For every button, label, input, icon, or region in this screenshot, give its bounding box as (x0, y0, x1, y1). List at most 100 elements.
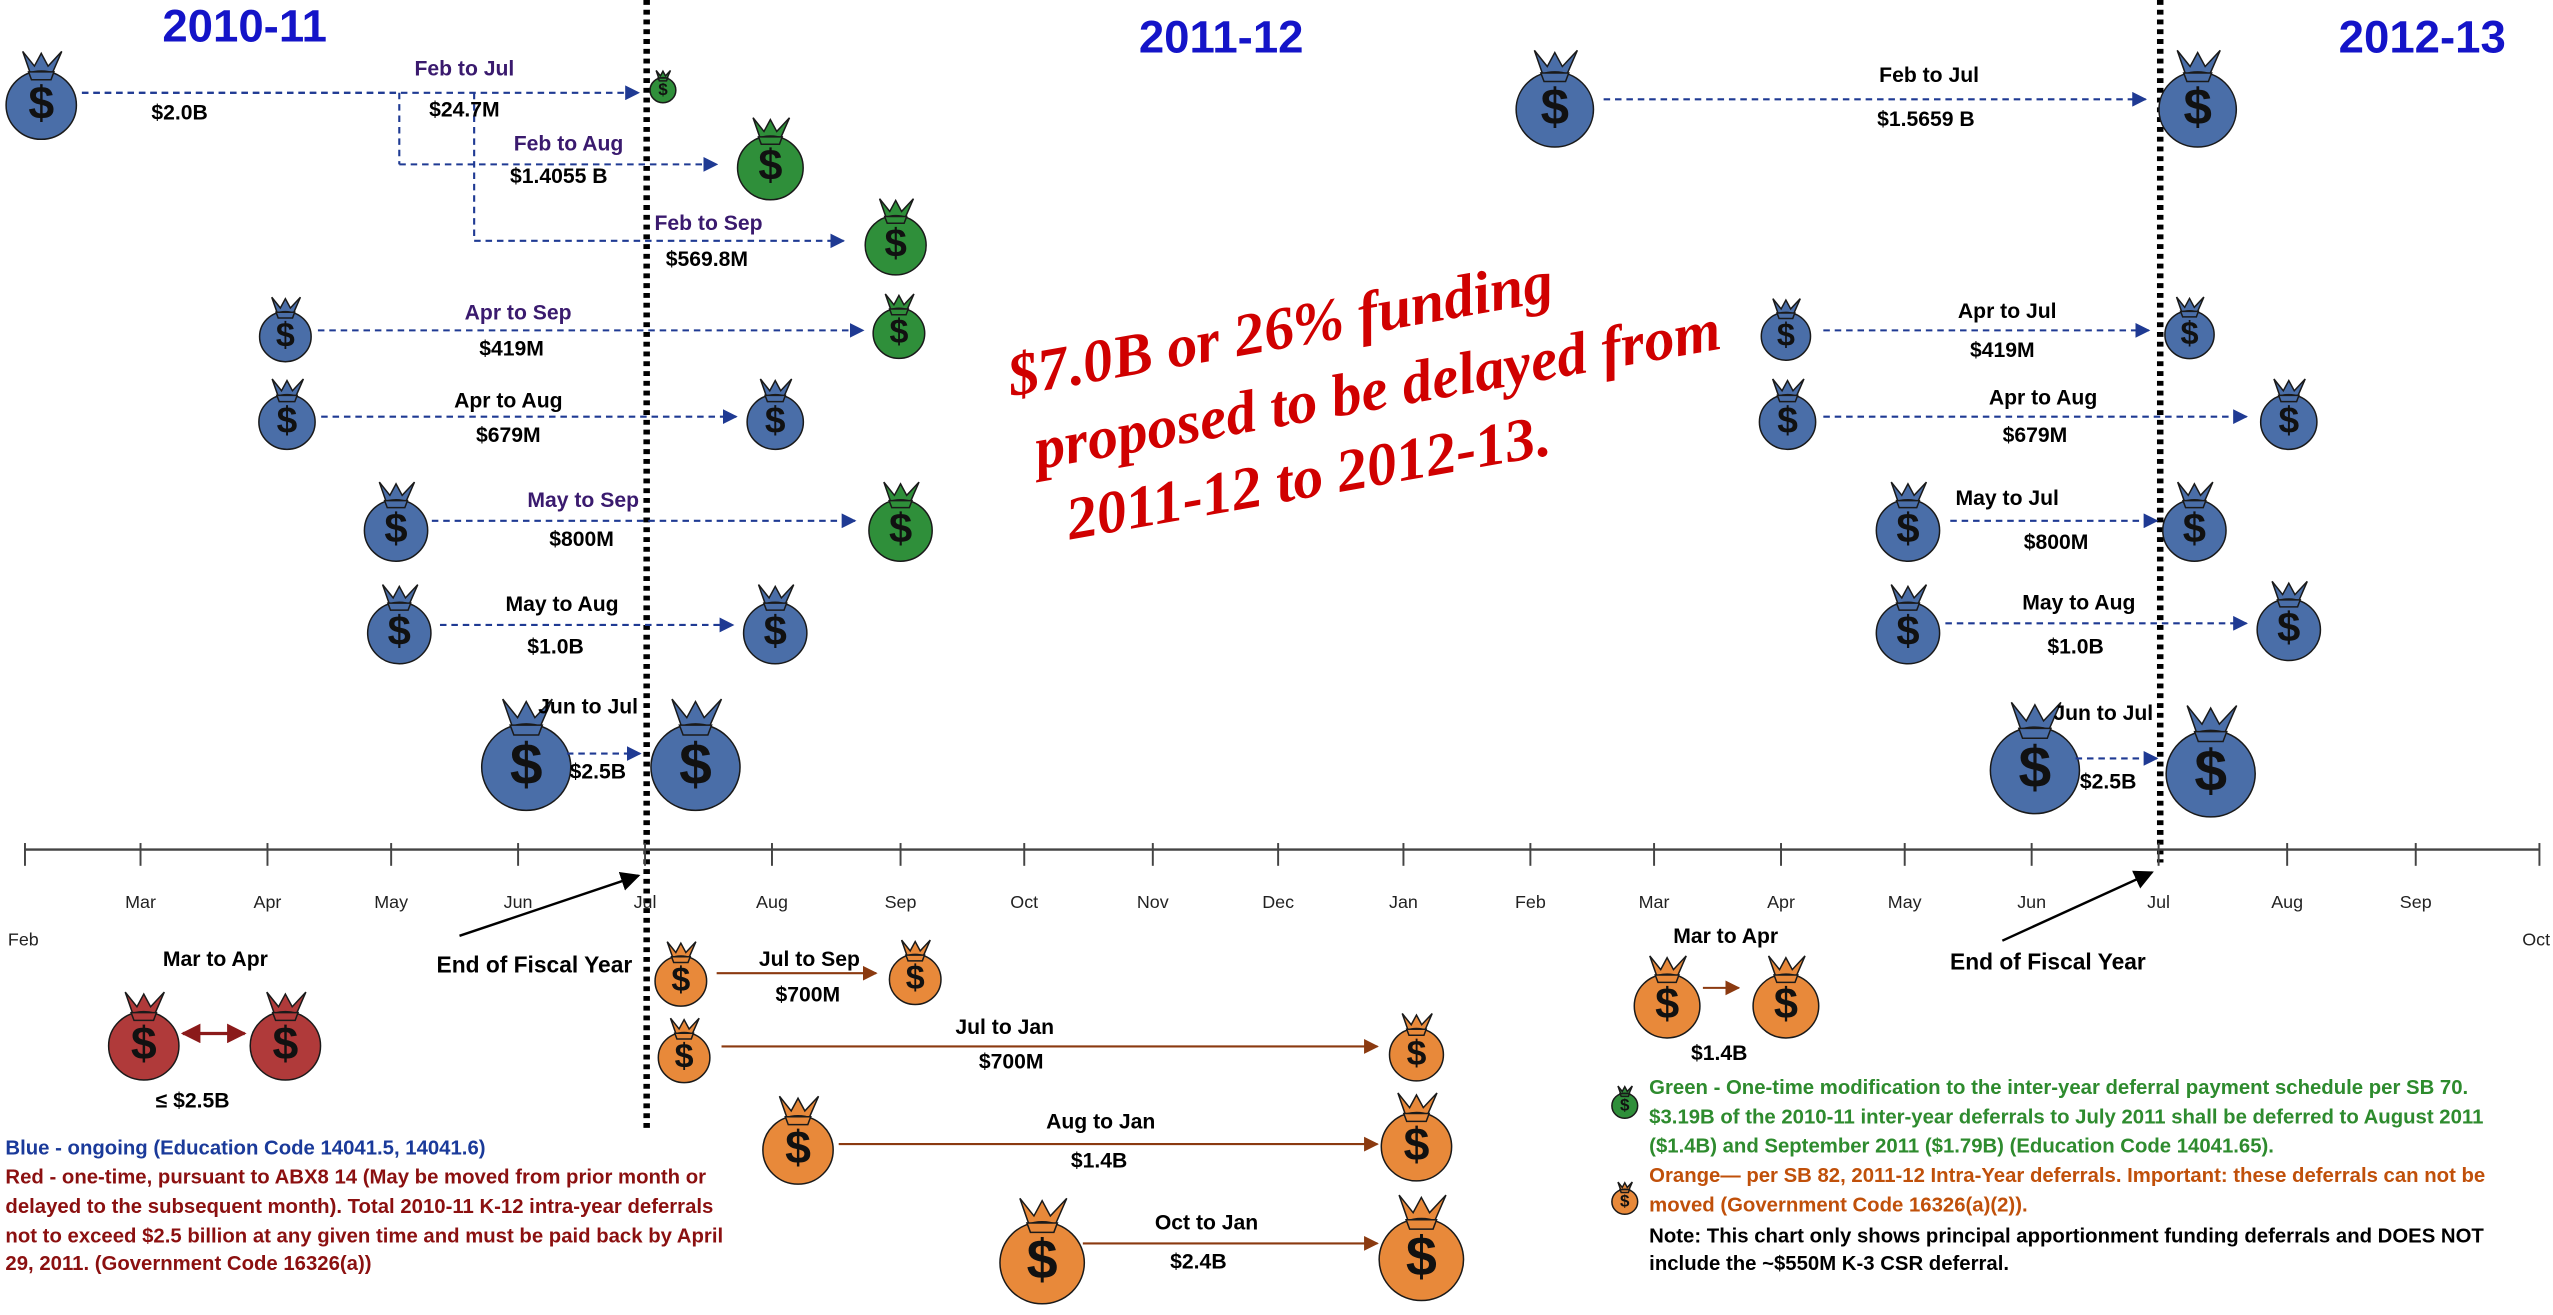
bag-symbol: $ (1620, 1192, 1630, 1211)
bag-symbol: $ (272, 1017, 298, 1069)
deferral-label: Jul to Jan (955, 1016, 1054, 1039)
deferral-label: May to Aug (505, 593, 618, 616)
bag-symbol: $ (1896, 504, 1919, 551)
money-bag: $ (865, 199, 926, 275)
fiscal-year-end: End of Fiscal Year (437, 952, 633, 978)
bag-symbol: $ (277, 399, 298, 441)
deferral-amount: $1.5659 B (1877, 108, 1975, 131)
money-bag: $ (1390, 1014, 1444, 1081)
money-bag: $ (744, 585, 807, 664)
bag-symbol: $ (1620, 1096, 1630, 1115)
money-bag: $ (1516, 50, 1593, 147)
deferral-label: May to Jul (1956, 487, 2059, 510)
deferral-amount: $1.4055 B (510, 165, 608, 188)
bag-symbol: $ (2180, 315, 2198, 351)
money-bag: $ (1761, 299, 1810, 361)
money-bag: $ (250, 992, 320, 1080)
money-bag: $ (2165, 297, 2214, 359)
deferral-amount: $700M (979, 1050, 1044, 1073)
bag-symbol: $ (2278, 399, 2299, 441)
bag-symbol: $ (384, 504, 407, 551)
bag-symbol: $ (765, 399, 786, 441)
deferral-amount: $24.7M (429, 98, 500, 121)
money-bag: $ (259, 379, 315, 449)
money-bag: $ (889, 940, 941, 1004)
month-label: Dec (1262, 892, 1294, 912)
deferral-label: Apr to Jul (1958, 300, 2057, 323)
money-bag: $ (738, 118, 804, 200)
month-label: Jun (2017, 892, 2046, 912)
money-bag: $ (368, 585, 431, 664)
money-bag: $ (1379, 1195, 1463, 1300)
bag-symbol: $ (1407, 1033, 1427, 1073)
note-red: delayed to the subsequent month). Total … (5, 1196, 713, 1218)
month-label: Apr (254, 892, 282, 912)
money-bag: $ (747, 379, 803, 449)
money-bag: $ (651, 699, 740, 810)
money-bag: $ (2166, 706, 2255, 817)
deferral-amount: $1.4B (1071, 1150, 1127, 1173)
fiscal-year-end: End of Fiscal Year (1950, 948, 2146, 974)
month-label: Jan (1389, 892, 1418, 912)
month-label: Feb (1515, 892, 1546, 912)
money-bag: $ (6, 51, 76, 139)
deferral-amount: $1.4B (1691, 1042, 1747, 1065)
bag-symbol: $ (675, 1037, 694, 1075)
deferral-amount: $419M (1970, 339, 2035, 362)
headline: $7.0B or 26% funding proposed to be dela… (1002, 221, 1739, 559)
month-label: Sep (2400, 892, 2432, 912)
deferral-amount: $800M (549, 528, 614, 551)
deferral-label: Oct to Jan (1155, 1211, 1258, 1234)
bag-symbol: $ (1406, 1225, 1437, 1287)
bag-symbol: $ (1404, 1118, 1430, 1170)
deferral-label: Feb to Sep (654, 212, 762, 235)
bag-symbol: $ (889, 504, 912, 551)
bag-symbol: $ (785, 1121, 811, 1173)
pointer (460, 876, 639, 936)
note-green: Green - One-time modification to the int… (1649, 1077, 2468, 1099)
money-bag: $ (1000, 1198, 1084, 1303)
bag-symbol: $ (510, 732, 543, 797)
bag-symbol: $ (2194, 738, 2227, 803)
month-label: Mar (125, 892, 156, 912)
money-bag: $ (1759, 379, 1815, 449)
deferral-label: Apr to Aug (1989, 386, 2097, 409)
bag-symbol: $ (2183, 504, 2206, 551)
red-amount: ≤ $2.5B (156, 1089, 230, 1112)
month-label: Aug (2271, 892, 2303, 912)
bag-symbol: $ (1777, 399, 1798, 441)
deferral-label: Jun to Jul (538, 696, 638, 719)
note-red: Red - one-time, pursuant to ABX8 14 (May… (5, 1167, 706, 1189)
note-green: ($1.4B) and September 2011 ($1.79B) (Edu… (1649, 1136, 2274, 1158)
bag-symbol: $ (2183, 78, 2211, 135)
source-amount: $2.0B (151, 102, 207, 125)
month-label: Mar (1639, 892, 1670, 912)
money-bag: $ (1381, 1093, 1451, 1181)
money-bag: $ (2261, 379, 2317, 449)
money-bag: $ (2257, 581, 2320, 660)
deferral-amount: $2.4B (1170, 1251, 1226, 1274)
bag-symbol: $ (2019, 735, 2052, 800)
note-text: include the ~$550M K-3 CSR deferral. (1649, 1253, 2009, 1275)
bag-symbol: $ (671, 961, 690, 999)
month-label: Jul (634, 892, 657, 912)
month-label: Aug (756, 892, 788, 912)
money-bag: $ (655, 942, 707, 1006)
note-red: not to exceed $2.5 billion at any given … (5, 1225, 723, 1247)
deferral-amount: $569.8M (666, 248, 748, 271)
year-label: 2011-12 (1139, 12, 1304, 63)
bag-symbol: $ (1896, 607, 1919, 654)
bag-symbol: $ (388, 607, 411, 654)
note-orange: moved (Government Code 16326(a)(2)). (1649, 1194, 2027, 1216)
deferral-label: Jun to Jul (2053, 702, 2153, 725)
month-label: Sep (885, 892, 917, 912)
bag-symbol: $ (1027, 1229, 1058, 1291)
money-bag: $ (1612, 1182, 1638, 1214)
deferral-label: Feb to Jul (1879, 64, 1979, 87)
deferral-label: Mar to Apr (1673, 925, 1778, 948)
deferral-amount: $679M (2003, 424, 2068, 447)
red-label: Mar to Apr (163, 948, 268, 971)
bag-symbol: $ (276, 316, 295, 354)
money-bag: $ (1876, 482, 1939, 561)
year-label: 2010-11 (162, 0, 327, 51)
